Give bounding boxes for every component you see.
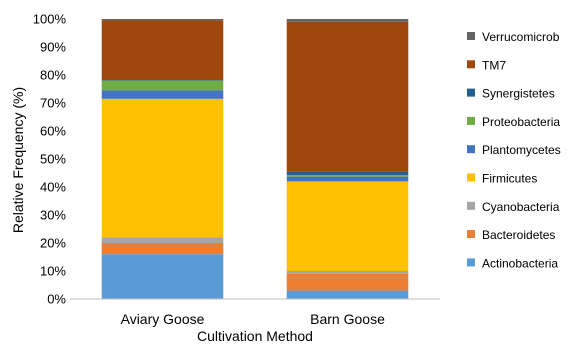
legend-item: Synergistetes <box>467 87 555 101</box>
legend-label: Bacteroidetes <box>482 228 555 242</box>
legend-swatch <box>467 173 475 182</box>
x-axis-title: Cultivation Method <box>197 328 313 344</box>
legend-swatch <box>467 60 475 69</box>
legend-item: TM7 <box>467 58 506 72</box>
bar-segment-proteobacteria-barn <box>286 174 409 177</box>
legend-swatch <box>467 258 475 267</box>
bar-segment-cyanobacteria-aviary <box>101 237 224 243</box>
x-category-label: Barn Goose <box>310 311 385 327</box>
legend-swatch <box>467 116 475 125</box>
y-tick-label: 100% <box>33 12 67 27</box>
y-axis-title: Relative Frequency (%) <box>10 87 26 233</box>
bar-segment-bacteroidetes-barn <box>286 273 409 291</box>
y-tick-label: 40% <box>40 180 66 195</box>
bar-segment-synergistetes-aviary <box>101 80 224 81</box>
y-axis-ticks: 0% 10% 20% 30% 40% 50% 60% 70% 80% 90% 100% <box>33 12 67 307</box>
legend-label: Cyanobacteria <box>482 200 560 214</box>
x-axis-categories: Aviary Goose Barn Goose <box>121 311 385 327</box>
y-tick-label: 10% <box>40 264 66 279</box>
bar-segment-actinobacteria-barn <box>286 290 409 299</box>
bar-segment-firmicutes-barn <box>286 181 409 271</box>
bar-segment-verrucomicrob-barn <box>286 19 409 22</box>
bar-segment-tm7-barn <box>286 21 409 172</box>
legend-item: Firmicutes <box>467 172 537 186</box>
y-tick-label: 30% <box>40 208 66 223</box>
bar-segment-synergistetes-barn <box>286 171 409 175</box>
legend-item: Bacteroidetes <box>467 228 555 242</box>
y-tick-label: 0% <box>47 292 66 307</box>
bar-segment-verrucomicrob-aviary <box>101 19 224 21</box>
legend-label: Plantomycetes <box>482 143 561 157</box>
bar-segment-actinobacteria-aviary <box>101 254 224 299</box>
bar-segment-firmicutes-aviary <box>101 98 224 238</box>
legend-swatch <box>467 88 475 97</box>
bar-segment-proteobacteria-aviary <box>101 80 224 91</box>
legend-item: Actinobacteria <box>467 256 558 270</box>
y-tick-label: 90% <box>40 40 66 55</box>
y-tick-label: 70% <box>40 96 66 111</box>
legend-item: Cyanobacteria <box>467 200 560 214</box>
bar-segment-plantomycetes-barn <box>286 176 409 182</box>
x-category-label: Aviary Goose <box>121 311 205 327</box>
legend-label: Proteobacteria <box>482 115 560 129</box>
legend-swatch <box>467 230 475 239</box>
bar-segment-cyanobacteria-barn <box>286 271 409 274</box>
bars <box>101 19 409 299</box>
bar-segment-bacteroidetes-aviary <box>101 243 224 255</box>
y-tick-label: 20% <box>40 236 66 251</box>
legend-swatch <box>467 145 475 154</box>
legend-item: Plantomycetes <box>467 143 561 157</box>
bar-segment-plantomycetes-aviary <box>101 90 224 99</box>
legend-label: Verrucomicrob <box>482 30 560 44</box>
legend-swatch <box>467 201 475 210</box>
y-tick-label: 80% <box>40 68 66 83</box>
legend-label: Actinobacteria <box>482 256 558 270</box>
legend-item: Proteobacteria <box>467 115 560 129</box>
y-tick-label: 60% <box>40 124 66 139</box>
legend-swatch <box>467 32 475 40</box>
legend: Verrucomicrob TM7 Synergistetes Proteobacte… <box>467 30 561 270</box>
bar-segment-tm7-aviary <box>101 20 224 81</box>
legend-item: Verrucomicrob <box>467 30 560 44</box>
legend-label: Synergistetes <box>482 87 555 101</box>
legend-label: Firmicutes <box>482 172 537 186</box>
y-tick-label: 50% <box>40 152 66 167</box>
legend-label: TM7 <box>482 58 506 72</box>
